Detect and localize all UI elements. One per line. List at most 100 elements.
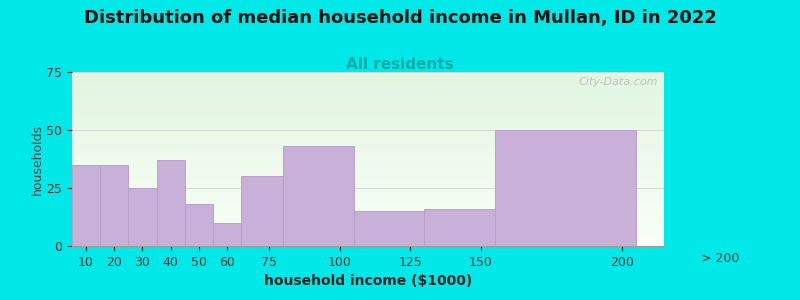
Bar bbox=[72, 132, 664, 134]
Bar bbox=[72, 220, 664, 222]
Bar bbox=[72, 189, 664, 190]
Bar bbox=[72, 80, 664, 81]
Bar bbox=[495, 130, 636, 246]
Bar bbox=[72, 211, 664, 212]
Bar bbox=[72, 215, 664, 216]
Bar bbox=[72, 191, 664, 193]
Bar bbox=[72, 159, 664, 160]
Bar bbox=[72, 142, 664, 143]
Bar bbox=[72, 127, 664, 128]
Bar bbox=[72, 217, 664, 218]
Bar bbox=[72, 171, 664, 172]
Bar bbox=[72, 122, 664, 123]
Bar bbox=[72, 134, 664, 135]
Text: All residents: All residents bbox=[346, 57, 454, 72]
Bar bbox=[72, 180, 664, 181]
Bar bbox=[72, 73, 664, 74]
Bar bbox=[72, 244, 664, 245]
Bar bbox=[72, 202, 664, 203]
Bar bbox=[72, 82, 664, 84]
Bar bbox=[72, 131, 664, 132]
Bar bbox=[72, 144, 664, 145]
Bar bbox=[72, 125, 664, 127]
Bar bbox=[72, 135, 664, 136]
Bar bbox=[157, 160, 185, 246]
Bar bbox=[72, 184, 664, 186]
Bar bbox=[72, 204, 664, 206]
Bar bbox=[72, 174, 664, 175]
Bar bbox=[72, 209, 664, 210]
Bar bbox=[72, 139, 664, 140]
Bar bbox=[72, 238, 664, 239]
Bar bbox=[72, 95, 664, 96]
Bar bbox=[72, 111, 664, 112]
Bar bbox=[72, 86, 664, 87]
Bar bbox=[72, 169, 664, 171]
Bar bbox=[72, 218, 664, 219]
Bar bbox=[72, 227, 664, 229]
Bar bbox=[72, 140, 664, 142]
Bar bbox=[72, 200, 664, 201]
Bar bbox=[72, 107, 664, 108]
Bar bbox=[72, 233, 664, 234]
Bar bbox=[72, 153, 664, 154]
Bar bbox=[72, 101, 664, 102]
Bar bbox=[72, 114, 664, 115]
Bar bbox=[72, 161, 664, 163]
Bar bbox=[72, 196, 664, 197]
Bar bbox=[72, 206, 664, 207]
Bar bbox=[72, 194, 664, 195]
Bar bbox=[72, 176, 664, 178]
Bar bbox=[72, 226, 664, 227]
Bar bbox=[72, 98, 664, 99]
Bar bbox=[72, 155, 664, 157]
Bar bbox=[72, 230, 664, 231]
Bar bbox=[72, 137, 664, 138]
Bar bbox=[72, 152, 664, 153]
Bar bbox=[72, 173, 664, 174]
Bar bbox=[72, 201, 664, 202]
Bar bbox=[72, 147, 664, 148]
Bar bbox=[72, 110, 664, 111]
Bar bbox=[72, 92, 664, 93]
Y-axis label: households: households bbox=[30, 123, 43, 195]
Bar bbox=[72, 165, 664, 166]
Bar bbox=[72, 231, 664, 232]
Bar bbox=[72, 118, 664, 120]
Bar bbox=[72, 219, 664, 220]
Bar bbox=[72, 154, 664, 155]
Bar bbox=[72, 187, 664, 188]
Bar bbox=[72, 222, 664, 223]
Bar bbox=[72, 182, 664, 183]
Text: Distribution of median household income in Mullan, ID in 2022: Distribution of median household income … bbox=[83, 9, 717, 27]
Bar bbox=[72, 208, 664, 209]
Bar bbox=[72, 167, 664, 168]
Bar bbox=[72, 102, 664, 103]
Bar bbox=[424, 209, 495, 246]
Bar bbox=[72, 94, 664, 95]
Bar bbox=[72, 225, 664, 226]
Bar bbox=[72, 85, 664, 86]
Text: City-Data.com: City-Data.com bbox=[578, 77, 658, 87]
Bar bbox=[72, 181, 664, 182]
Bar bbox=[213, 223, 241, 246]
Bar bbox=[72, 146, 664, 147]
Bar bbox=[72, 89, 664, 91]
Bar bbox=[72, 234, 664, 236]
Bar bbox=[72, 109, 664, 110]
Bar bbox=[72, 130, 664, 131]
Bar bbox=[72, 138, 664, 139]
Bar bbox=[72, 198, 664, 200]
Bar bbox=[72, 143, 664, 144]
Bar bbox=[72, 76, 664, 78]
Bar bbox=[185, 204, 213, 246]
Bar bbox=[72, 87, 664, 88]
Bar bbox=[72, 160, 664, 161]
Bar bbox=[72, 145, 664, 146]
Bar bbox=[72, 236, 664, 237]
Bar bbox=[100, 165, 128, 246]
Bar bbox=[72, 240, 664, 242]
Bar bbox=[72, 163, 664, 164]
Bar bbox=[72, 223, 664, 224]
Bar bbox=[72, 148, 664, 150]
